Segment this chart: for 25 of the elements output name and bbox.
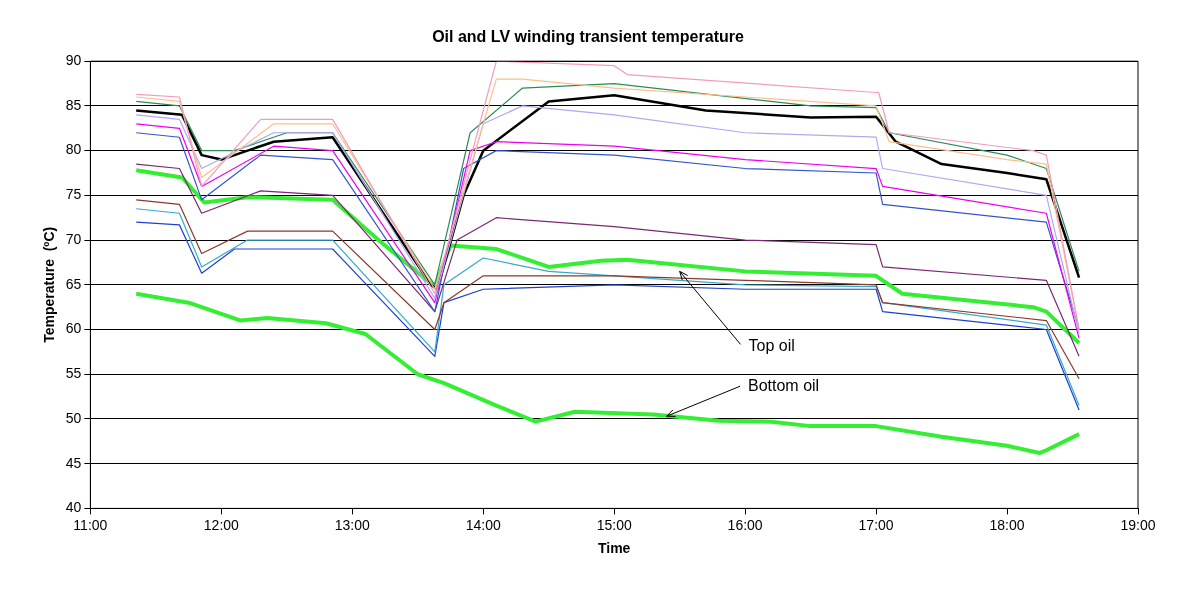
x-tick-label: 15:00 (596, 516, 632, 533)
y-tick-label: 45 (65, 454, 82, 471)
chart-title: Oil and LV winding transient temperature (432, 28, 744, 46)
x-tick-label: 12:00 (203, 516, 240, 533)
x-tick-label: 19:00 (1120, 516, 1156, 533)
y-tick-label: 50 (65, 409, 82, 426)
x-tick-label: 18:00 (989, 516, 1025, 533)
x-tick-label: 13:00 (334, 516, 370, 533)
annotation: Bottom oil (748, 376, 820, 394)
y-tick-label: 65 (65, 275, 82, 292)
x-tick-label: 17:00 (858, 516, 894, 533)
y-tick-label: 75 (65, 186, 82, 203)
y-tick-label: 60 (65, 320, 82, 337)
y-axis-title: Temperature (ºC) (41, 226, 58, 343)
y-tick-label: 55 (65, 365, 82, 382)
y-tick-label: 90 (65, 52, 82, 69)
y-tick-label: 40 (65, 499, 82, 516)
x-tick-label: 11:00 (73, 516, 108, 533)
x-tick-label: 14:00 (465, 516, 501, 533)
x-tick-label: 16:00 (727, 516, 763, 533)
annotation: Top oil (748, 336, 795, 354)
x-axis-title: Time (597, 540, 631, 557)
y-tick-label: 80 (65, 141, 82, 158)
y-tick-label: 70 (65, 230, 82, 247)
y-tick-label: 85 (65, 96, 82, 113)
